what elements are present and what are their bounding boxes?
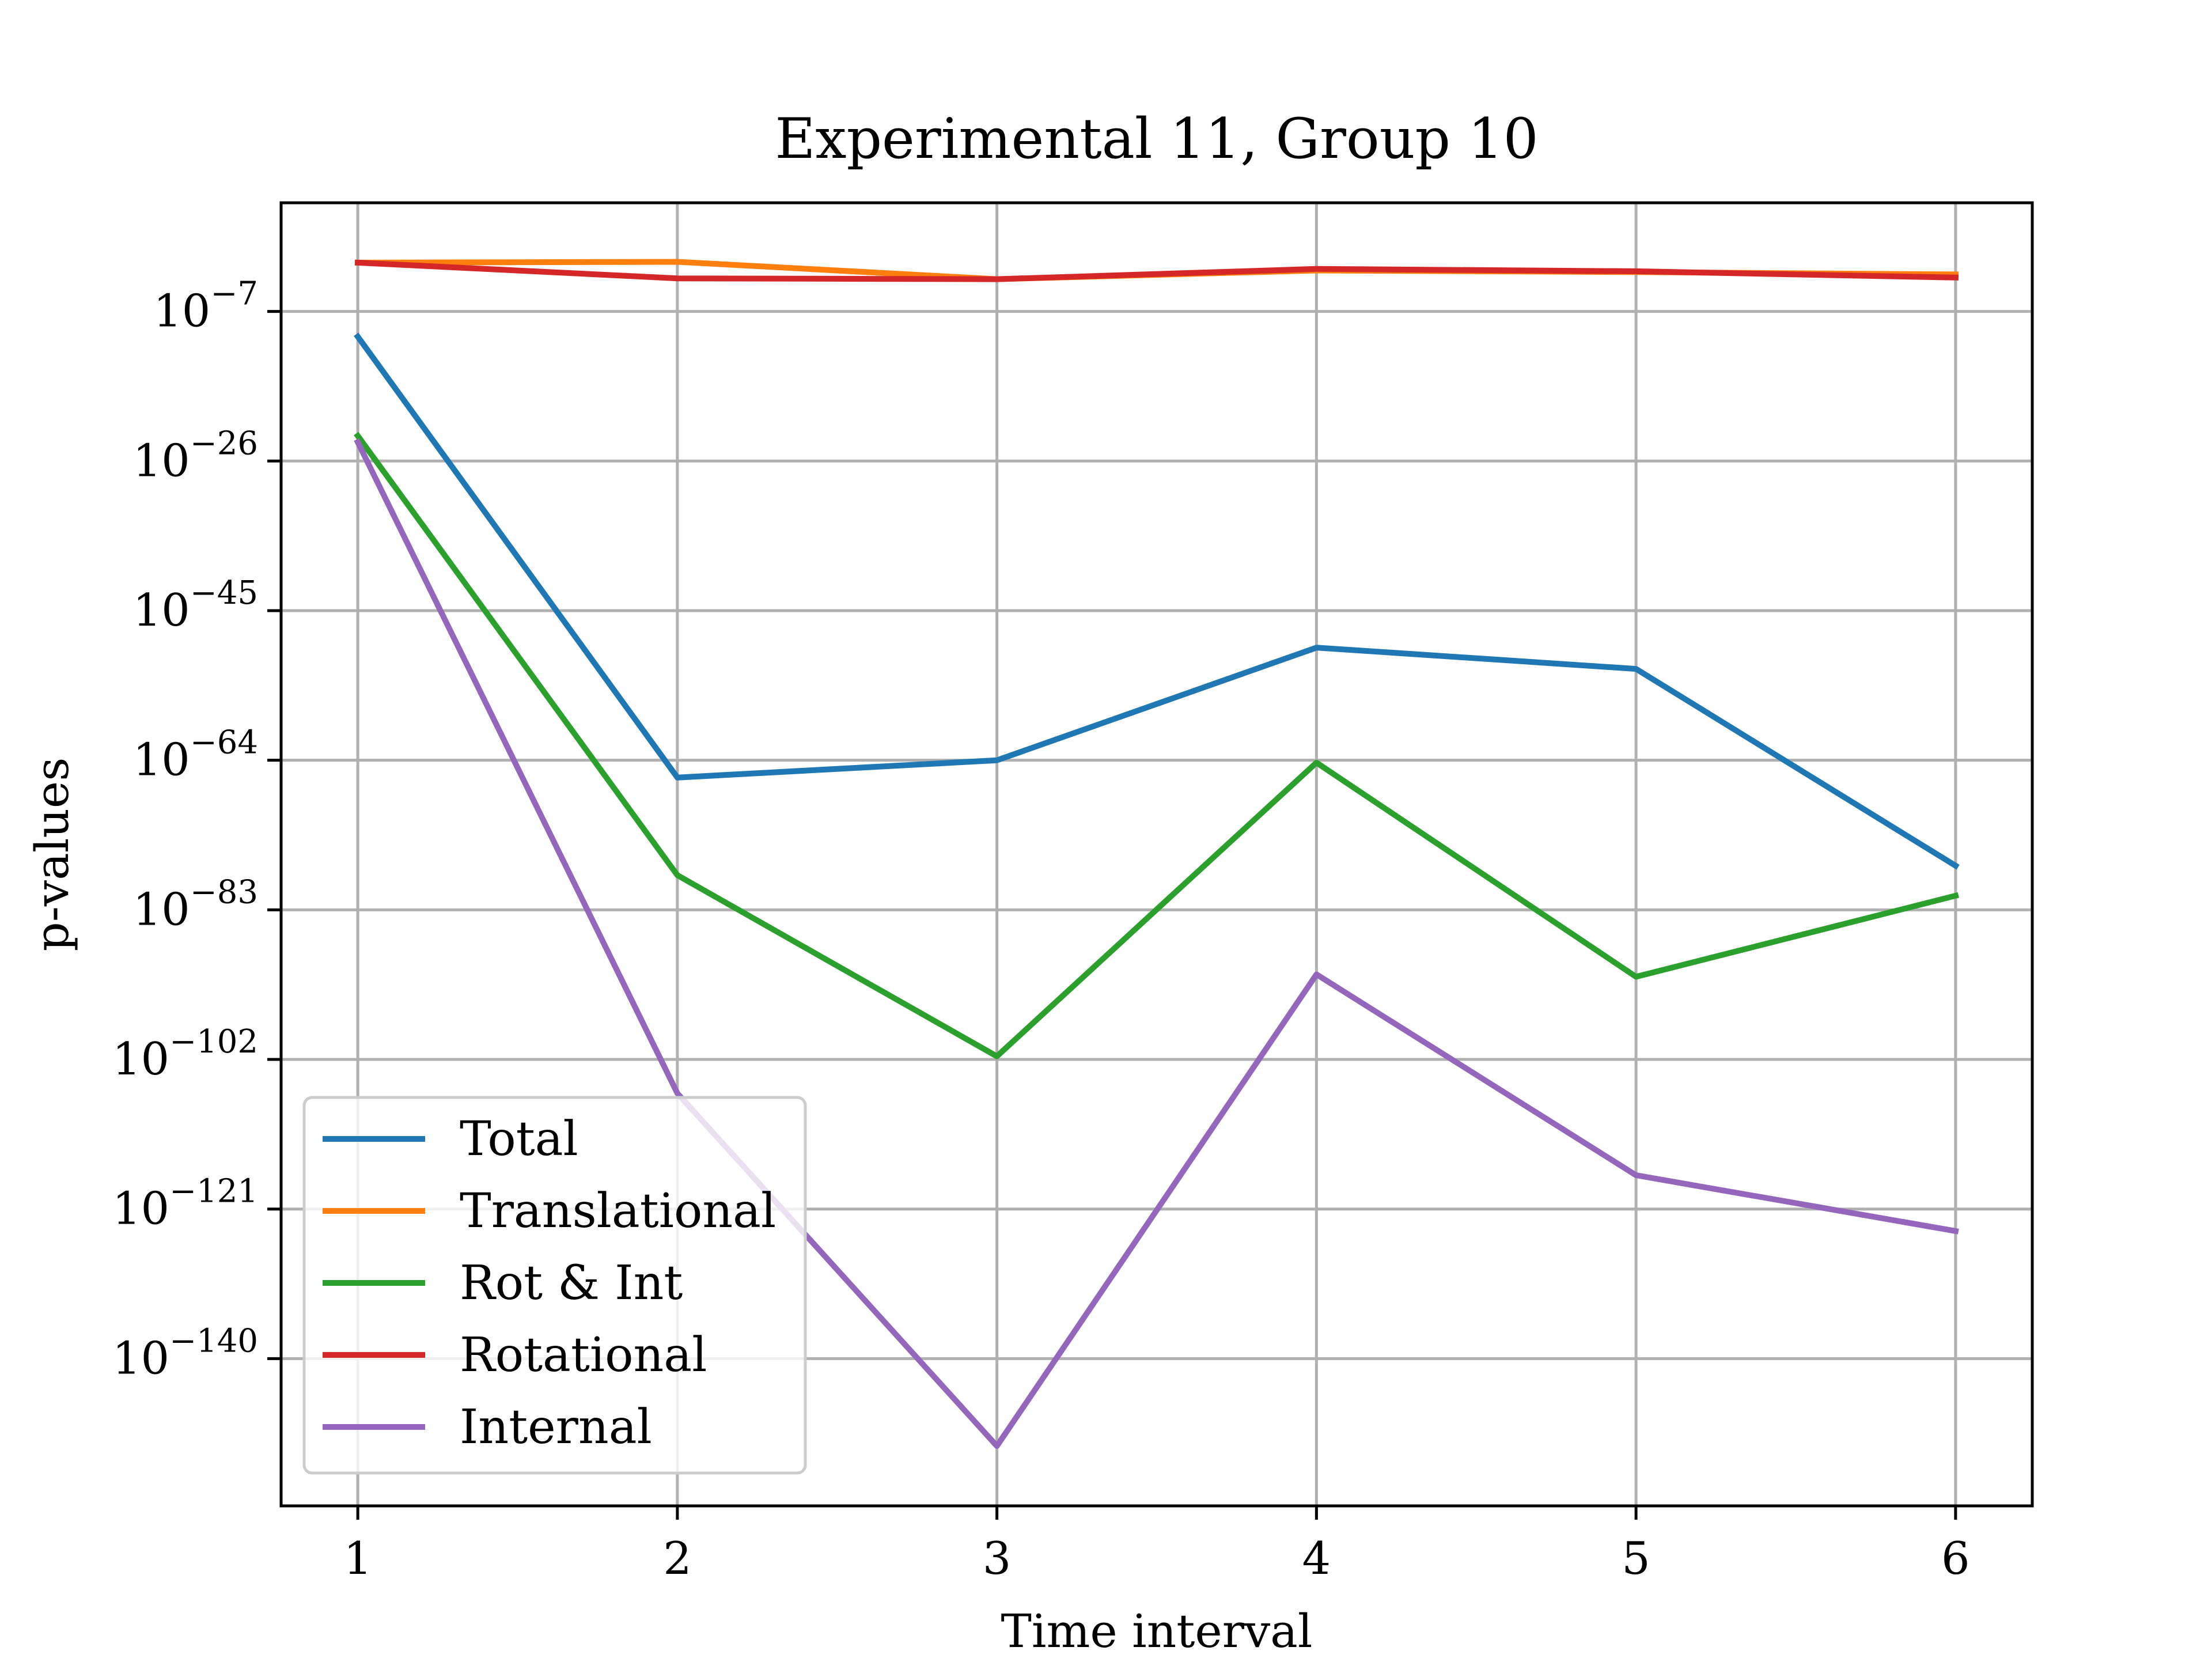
legend-label: Translational (460, 1184, 776, 1239)
legend-label: Total (460, 1112, 578, 1167)
x-tick-label: 3 (983, 1533, 1012, 1585)
y-tick-label: 10−45 (133, 574, 258, 637)
plot-frame (279, 201, 2034, 1508)
series-line-rotational (354, 259, 1959, 282)
x-tick-label: 2 (663, 1533, 692, 1585)
x-tick-label: 1 (343, 1533, 372, 1585)
series-line-internal (354, 438, 1959, 1449)
series-lines (354, 259, 1960, 1449)
chart-title: Experimental 11, Group 10 (775, 107, 1538, 171)
y-axis-label: p-values (25, 758, 79, 952)
legend: Total Translational Rot & Int Rotational Int… (302, 1096, 807, 1475)
x-axis-ticks: 1 2 3 4 5 6 (343, 1506, 1970, 1585)
y-tick-label: 10−121 (112, 1173, 258, 1235)
y-tick-label: 10−83 (133, 873, 258, 936)
y-tick-label: 10−140 (112, 1322, 258, 1384)
legend-label: Rot & Int (460, 1256, 683, 1311)
y-tick-label: 10−102 (112, 1023, 258, 1085)
y-tick-label: 10−7 (153, 275, 258, 338)
x-tick-label: 4 (1302, 1533, 1331, 1585)
x-tick-label: 5 (1622, 1533, 1650, 1585)
y-tick-label: 10−26 (133, 425, 258, 487)
legend-label: Rotational (460, 1328, 707, 1383)
legend-label: Internal (460, 1400, 652, 1455)
series-line-rot-int (354, 431, 1959, 1059)
y-axis-ticks: 10−7 10−26 10−45 10−64 10−83 10−102 10−121 10−1… (112, 275, 281, 1384)
legend-box (302, 1096, 807, 1475)
y-tick-label: 10−64 (133, 724, 258, 786)
series-line-total (354, 332, 1960, 870)
x-tick-label: 6 (1941, 1533, 1970, 1585)
x-axis-label: Time interval (1001, 1604, 1313, 1658)
